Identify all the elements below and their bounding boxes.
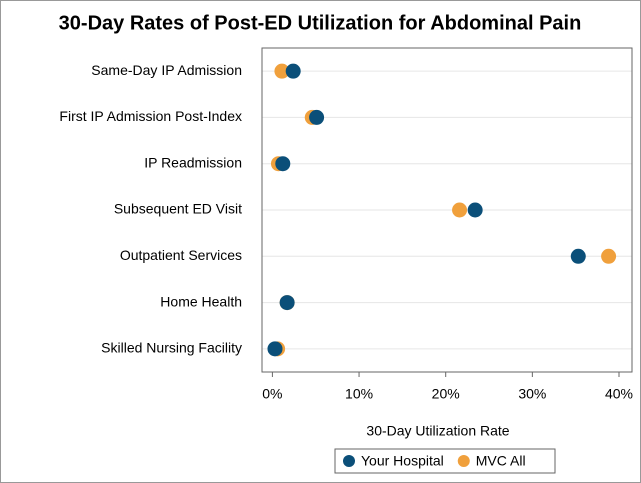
dot [267, 341, 283, 357]
y-tick-label: IP Readmission [144, 154, 242, 170]
dot [309, 109, 325, 125]
dot [601, 248, 617, 264]
x-tick-label: 40% [605, 386, 633, 402]
chart-title: 30-Day Rates of Post-ED Utilization for … [59, 12, 582, 34]
legend-swatch [343, 455, 355, 467]
legend-label: Your Hospital [361, 453, 444, 469]
x-tick-label: 0% [262, 386, 282, 402]
dot [279, 295, 295, 311]
dot [274, 63, 290, 79]
x-tick-label: 10% [345, 386, 373, 402]
legend-box [334, 448, 556, 474]
dot [467, 202, 483, 218]
x-axis-label: 30-Day Utilization Rate [366, 423, 509, 439]
x-tick-label: 20% [432, 386, 460, 402]
y-tick-label: First IP Admission Post-Index [59, 108, 242, 124]
y-tick-label: Skilled Nursing Facility [101, 340, 242, 356]
dot [275, 156, 291, 172]
y-tick-label: Home Health [160, 293, 242, 309]
dot [285, 63, 301, 79]
legend-swatch [457, 455, 470, 467]
plot-frame [261, 47, 633, 373]
y-tick-label: Outpatient Services [120, 247, 242, 263]
dot [452, 202, 468, 218]
dot [570, 248, 586, 264]
x-tick-label: 30% [518, 386, 546, 402]
y-tick-label: Subsequent ED Visit [114, 201, 242, 217]
legend-label: MVC All [476, 453, 526, 469]
y-tick-label: Same-Day IP Admission [91, 62, 242, 78]
